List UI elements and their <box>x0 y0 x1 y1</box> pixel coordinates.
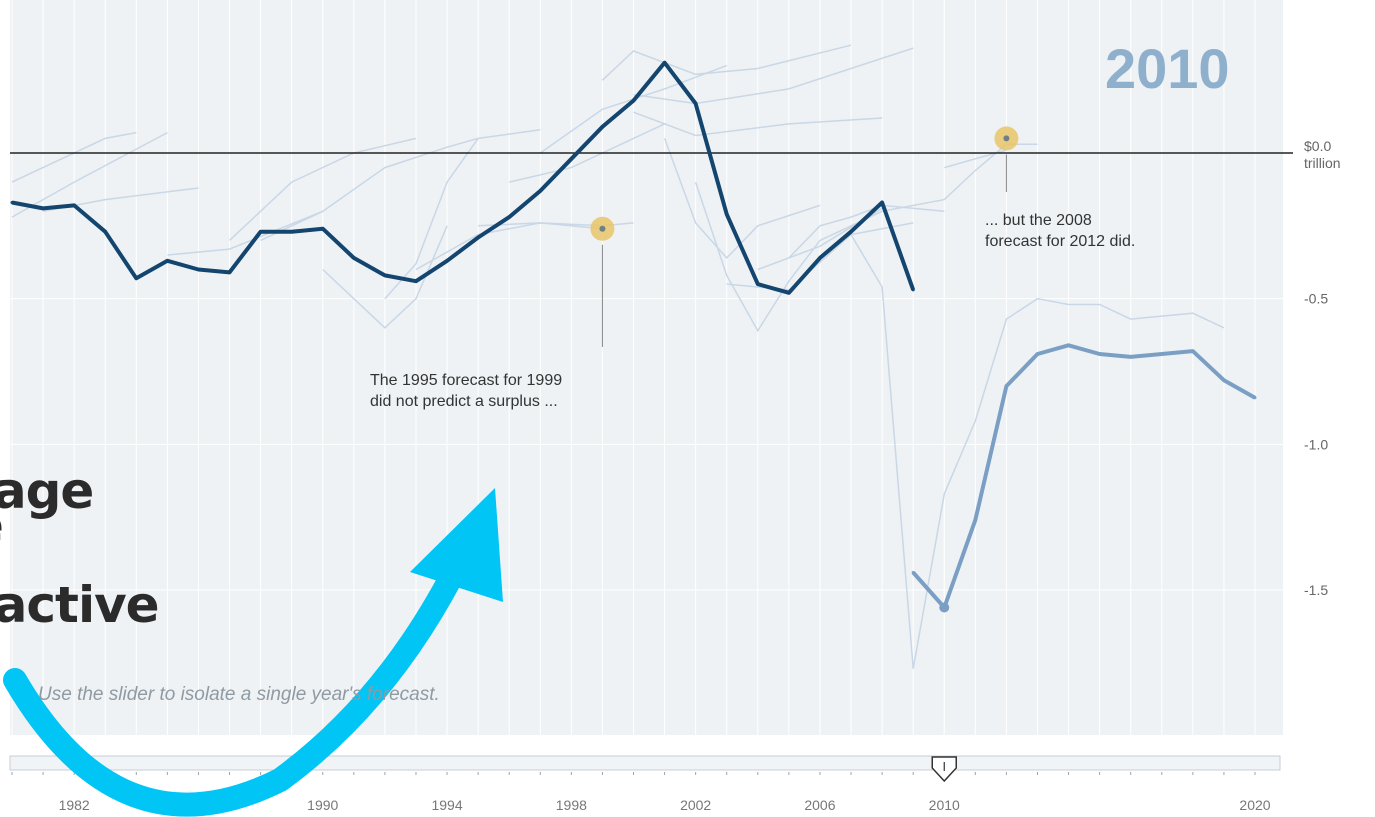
overlay-text-2: e <box>0 500 4 550</box>
actual-point-1985 <box>165 259 169 263</box>
annotation-2012-line1: ... but the 2008 <box>985 212 1092 229</box>
annotation-2012: ... but the 2008 forecast for 2012 did. <box>985 210 1135 252</box>
annotation-1999-line2: did not predict a surplus ... <box>370 393 558 410</box>
actual-point-1998 <box>569 157 573 161</box>
forecast-point-2018 <box>1191 349 1195 353</box>
actual-point-1993 <box>414 279 418 283</box>
forecast-endpoint-marker <box>939 602 950 613</box>
historical-forecast-14 <box>633 111 883 137</box>
actual-point-1983 <box>103 230 107 234</box>
annotation-1999: The 1995 forecast for 1999 did not predi… <box>370 370 562 412</box>
forecast-series-line <box>911 343 1256 610</box>
historical-forecast-16 <box>694 181 821 333</box>
cyan-arrow-head <box>410 488 503 602</box>
actual-point-1984 <box>134 276 138 280</box>
forecast-point-2014 <box>1067 343 1071 347</box>
y-tick-label-0: $0.0 <box>1304 138 1331 154</box>
forecast-point-2012 <box>1004 384 1008 388</box>
actual-point-1992 <box>383 273 387 277</box>
historical-forecast-8 <box>415 222 603 271</box>
historical-forecast-0 <box>11 131 137 183</box>
x-tick-label-2020: 2020 <box>1239 797 1270 813</box>
actual-series-line <box>11 60 916 295</box>
annotation-dot-0 <box>599 225 606 232</box>
forecast-point-2020 <box>1253 396 1257 400</box>
y-tick-sublabel-0: trillion <box>1304 155 1341 171</box>
historical-forecast-12 <box>601 44 852 81</box>
plot-background <box>10 0 1283 735</box>
x-tick-label-1998: 1998 <box>556 797 587 813</box>
actual-point-2009 <box>911 288 915 292</box>
historical-forecast-21 <box>850 234 1225 669</box>
actual-point-2001 <box>663 61 667 65</box>
actual-point-1999 <box>600 125 604 129</box>
actual-point-1991 <box>352 256 356 260</box>
overlay-text-1: tage <box>0 462 94 520</box>
x-tick-label-2006: 2006 <box>804 797 835 813</box>
historical-forecast-13 <box>633 47 914 105</box>
x-tick-label-2010: 2010 <box>929 797 960 813</box>
forecast-point-2019 <box>1222 378 1226 382</box>
y-tick-label-2: -1.0 <box>1304 436 1328 452</box>
actual-point-2003 <box>725 212 729 216</box>
actual-point-2005 <box>787 291 791 295</box>
actual-point-1982 <box>72 203 76 207</box>
forecast-point-2017 <box>1160 352 1164 356</box>
historical-forecast-7 <box>384 128 541 300</box>
historical-forecast-3 <box>167 210 324 256</box>
actual-point-1997 <box>538 189 542 193</box>
forecast-point-2011 <box>973 518 977 522</box>
historical-forecast-4 <box>228 137 417 241</box>
x-tick-label-1994: 1994 <box>431 797 462 813</box>
actual-point-1987 <box>228 270 232 274</box>
x-tick-label-1982: 1982 <box>59 797 90 813</box>
actual-point-2006 <box>818 256 822 260</box>
actual-point-1980 <box>10 201 14 205</box>
cyan-arrow-shaft <box>3 548 472 817</box>
actual-point-1989 <box>290 230 294 234</box>
historical-forecast-17 <box>726 222 914 291</box>
actual-point-1994 <box>445 259 449 263</box>
forecast-point-2013 <box>1035 352 1039 356</box>
overlay-text-3: ractive <box>0 576 160 634</box>
forecast-point-2009 <box>911 571 915 575</box>
annotation-dot-1 <box>1003 135 1010 142</box>
slider-track[interactable] <box>9 755 1281 771</box>
x-tick-label-2002: 2002 <box>680 797 711 813</box>
actual-point-2004 <box>756 282 760 286</box>
y-tick-label-3: -1.5 <box>1304 582 1328 598</box>
annotation-2012-line2: forecast for 2012 did. <box>985 233 1136 250</box>
actual-point-2008 <box>880 201 884 205</box>
actual-point-2002 <box>694 101 698 105</box>
x-tick-label-1990: 1990 <box>307 797 338 813</box>
slider-instruction: Use the slider to isolate a single year'… <box>38 684 440 705</box>
annotation-1999-line1: The 1995 forecast for 1999 <box>370 372 563 389</box>
historical-forecast-9 <box>478 222 634 227</box>
y-tick-label-1: -0.5 <box>1304 291 1328 307</box>
actual-point-1996 <box>507 215 511 219</box>
actual-point-1990 <box>321 227 325 231</box>
forecast-point-2016 <box>1129 355 1133 359</box>
actual-point-1981 <box>41 206 45 210</box>
actual-point-2007 <box>849 230 853 234</box>
actual-point-1995 <box>476 235 480 239</box>
actual-point-1988 <box>259 230 263 234</box>
selected-year-label: 2010 <box>1105 37 1230 100</box>
historical-forecast-5 <box>260 137 479 242</box>
historical-forecast-15 <box>663 138 821 260</box>
forecast-point-2015 <box>1098 352 1102 356</box>
actual-point-1986 <box>196 268 200 272</box>
actual-point-2000 <box>632 99 635 103</box>
